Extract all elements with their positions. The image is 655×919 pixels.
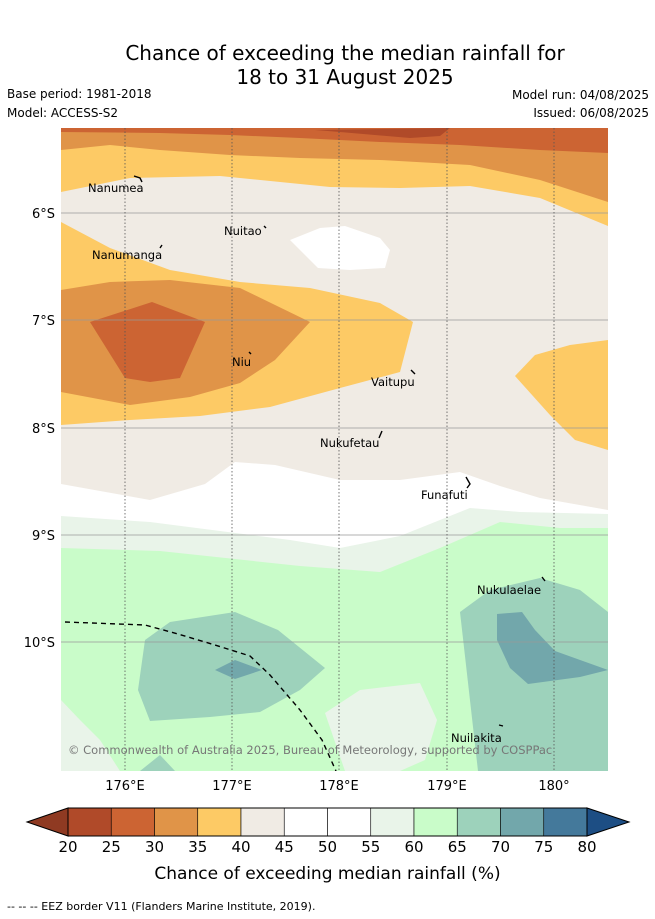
map-area: Nanumea Nuitao Nanumanga Niu Vaitupu Nuk… [61, 128, 608, 771]
band-25-30-north [61, 128, 608, 153]
colorbar-under-arrow [25, 807, 69, 837]
colorbar-cell [67, 807, 112, 837]
band-45-50-blob [290, 226, 390, 270]
band-30-35-north [61, 128, 608, 202]
lat-grid [61, 212, 608, 643]
colorbar-tick-label: 50 [317, 838, 338, 856]
model-text: Model: ACCESS-S2 [7, 106, 119, 120]
colorbar-cell [413, 807, 458, 837]
nuilakita-island-marker [498, 724, 504, 727]
band-20-25 [315, 128, 450, 138]
lat-tick-7s: 7°S [32, 314, 55, 329]
colorbar-cell [500, 807, 545, 837]
map-title-line2: 18 to 31 August 2025 [236, 65, 454, 89]
lat-tick-8s: 8°S [32, 422, 55, 437]
colorbar-tick-label: 35 [188, 838, 208, 856]
band-65-70-s [140, 755, 175, 771]
lon-tick-180: 180° [538, 779, 569, 794]
place-label-niu: Niu [232, 355, 251, 369]
eez-border-line [64, 621, 337, 771]
copyright-text: © Commonwealth of Australia 2025, Bureau… [68, 743, 552, 757]
lat-tick-6s: 6°S [32, 207, 55, 222]
colorbar-tick-label: 75 [534, 838, 554, 856]
place-label-nanumea: Nanumea [88, 181, 144, 195]
colorbar-tick-label: 65 [447, 838, 467, 856]
funafuti-island-marker [465, 476, 471, 489]
lat-tick-9s: 9°S [32, 529, 55, 544]
band-70-75-sw [215, 660, 262, 679]
place-label-nukulaelae: Nukulaelae [477, 583, 541, 597]
island-markers [133, 175, 546, 727]
place-label-nukufetau: Nukufetau [320, 436, 379, 450]
place-label-nuilakita: Nuilakita [451, 731, 502, 745]
lon-tick-176e: 176°E [105, 779, 145, 794]
colorbar-frame [67, 807, 588, 837]
lon-tick-179e: 179°E [427, 779, 467, 794]
place-label-nuitao: Nuitao [224, 224, 262, 238]
colorbar-over-arrow [586, 807, 631, 837]
nukulaelae-island-marker [541, 576, 546, 582]
colorbar-title: Chance of exceeding median rainfall (%) [154, 864, 501, 884]
band-25-30-mid [90, 302, 205, 382]
map-title-line1: Chance of exceeding the median rainfall … [125, 41, 565, 65]
lon-grid [124, 128, 555, 771]
colorbar-cell [283, 807, 328, 837]
eez-legend-footnote: -- -- -- EEZ border V11 (Flanders Marine… [7, 900, 316, 913]
colorbar-tick-label: 30 [144, 838, 165, 856]
colorbar-tick-label: 25 [101, 838, 121, 856]
colorbar [25, 807, 631, 837]
colorbar-cell [370, 807, 415, 837]
nanumea-island-marker [133, 175, 143, 183]
band-55-60-sw [61, 700, 120, 771]
colorbar-cell [110, 807, 155, 837]
place-label-vaitupu: Vaitupu [371, 375, 415, 389]
colorbar-tick-label: 70 [490, 838, 511, 856]
nukufetau-island-marker [378, 430, 383, 439]
colorbar-cell [543, 807, 588, 837]
colorbar-cell [240, 807, 285, 837]
issued-text: Issued: 06/08/2025 [533, 106, 649, 120]
nuitao-island-marker [263, 225, 267, 229]
colorbar-tick-label: 60 [404, 838, 424, 856]
colorbar-tick-label: 40 [231, 838, 251, 856]
band-70-75-se [497, 612, 608, 684]
colorbar-cell [456, 807, 501, 837]
band-55-60-south [325, 683, 437, 771]
model-run-text: Model run: 04/08/2025 [511, 88, 649, 102]
place-label-funafuti: Funafuti [421, 488, 468, 502]
colorbar-tick-label: 45 [274, 838, 294, 856]
lon-tick-178e: 178°E [319, 779, 359, 794]
niu-island-marker [248, 351, 252, 355]
colorbar-tick-label: 55 [361, 838, 381, 856]
base-period-text: Base period: 1981-2018 [7, 87, 152, 101]
lat-tick-10s: 10°S [24, 636, 55, 651]
colorbar-cell [197, 807, 242, 837]
colorbar-tick-label: 80 [577, 838, 597, 856]
colorbar-cell [154, 807, 199, 837]
lon-tick-177e: 177°E [212, 779, 252, 794]
nanumanga-island-marker [159, 244, 163, 249]
place-label-nanumanga: Nanumanga [92, 248, 162, 262]
vaitupu-island-marker [410, 369, 416, 375]
colorbar-cell [327, 807, 372, 837]
colorbar-tick-label: 20 [58, 838, 78, 856]
band-35-40-east [515, 340, 608, 450]
